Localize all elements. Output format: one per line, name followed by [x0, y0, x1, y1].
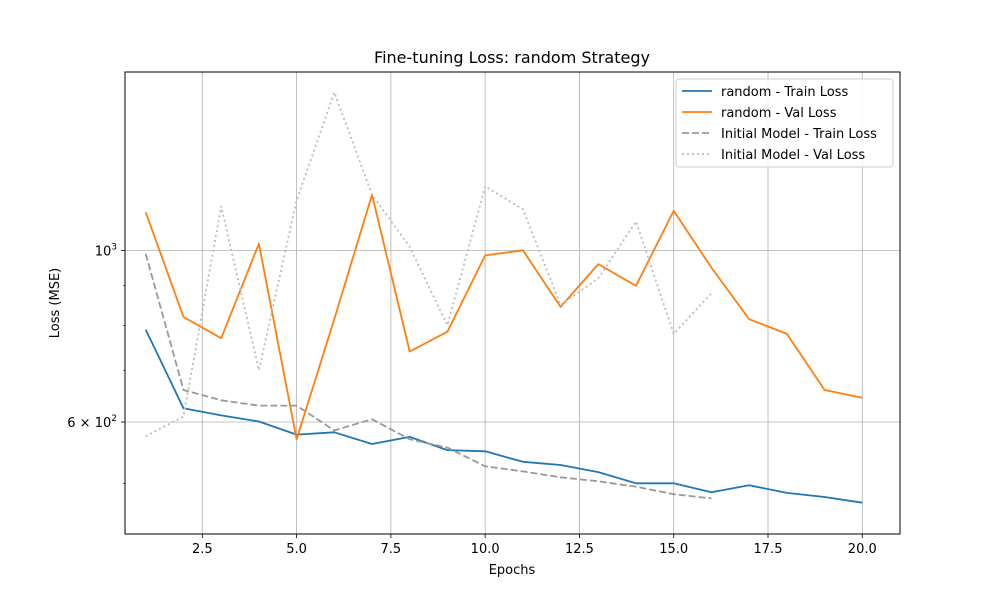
series-line-3 [144, 253, 712, 500]
series-line-4 [145, 91, 713, 438]
x-tick-label: 2.5 [192, 542, 213, 557]
x-tick-label: 7.5 [381, 542, 402, 557]
x-axis: 2.5 5.0 7.5 10.0 12.5 15.0 17.5 20.0 [192, 534, 877, 557]
legend-label: random - Train Loss [721, 85, 848, 100]
y-tick-label: 6 × 102 [67, 414, 117, 431]
x-tick-label: 17.5 [754, 542, 783, 557]
plot-frame [124, 71, 901, 535]
chart-title: Fine-tuning Loss: random Strategy [374, 48, 650, 67]
legend-box [675, 78, 894, 168]
x-tick-label: 20.0 [848, 542, 877, 557]
x-tick-label: 15.0 [659, 542, 688, 557]
x-tick-label: 12.5 [565, 542, 594, 557]
x-axis-label: Epochs [489, 563, 536, 578]
x-tick-label: 10.0 [471, 542, 500, 557]
series-line-2 [144, 193, 863, 441]
legend: random - Train Loss random - Val Loss Init… [675, 78, 894, 168]
legend-label: random - Val Loss [721, 106, 837, 121]
y-axis: 103 6 × 102 [67, 242, 125, 484]
x-tick-label: 5.0 [286, 542, 307, 557]
legend-label: Initial Model - Val Loss [721, 148, 865, 163]
y-axis-label: Loss (MSE) [48, 268, 63, 338]
y-tick-label: 103 [95, 242, 117, 259]
series-layer [144, 91, 863, 504]
series-line-1 [144, 329, 863, 504]
legend-label: Initial Model - Train Loss [721, 127, 877, 142]
